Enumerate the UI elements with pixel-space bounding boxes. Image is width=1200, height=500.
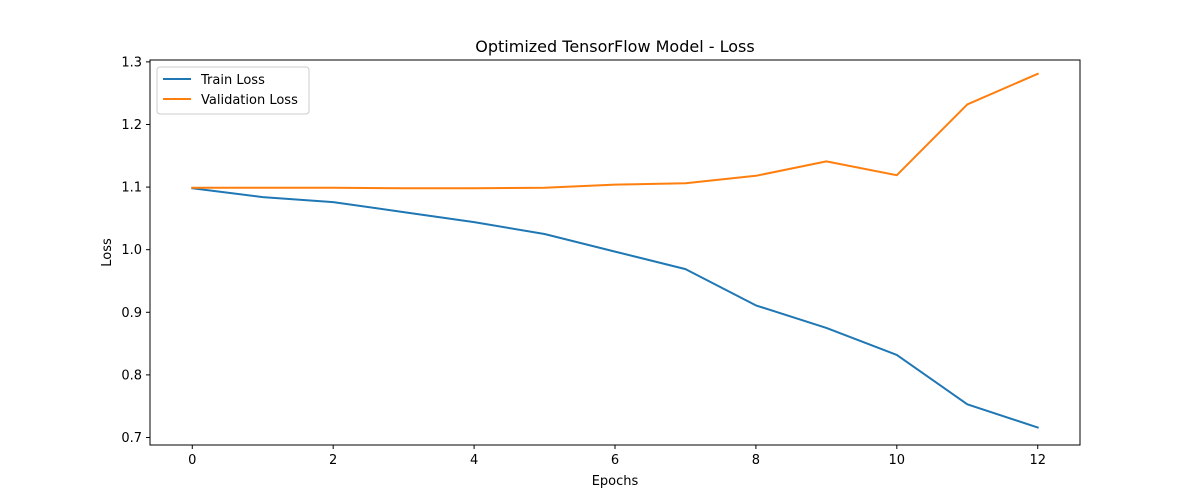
y-tick-label: 0.8 (121, 368, 142, 383)
x-tick-label: 8 (752, 453, 760, 468)
legend: Train Loss Validation Loss (156, 66, 310, 115)
x-axis-label: Epochs (592, 474, 639, 489)
series-layer (191, 72, 1040, 429)
series-line-train-loss (191, 187, 1039, 429)
legend-label-validation-loss: Validation Loss (201, 93, 298, 108)
x-tick-label: 6 (611, 453, 619, 468)
x-tick-label: 0 (188, 453, 196, 468)
chart-title: Optimized TensorFlow Model - Loss (475, 37, 754, 56)
x-tick-label: 4 (470, 453, 478, 468)
y-tick-label: 1.3 (121, 55, 142, 70)
x-tick-label: 10 (889, 453, 906, 468)
y-axis-label: Loss (100, 238, 115, 267)
x-tick-label: 2 (329, 453, 337, 468)
legend-label-train-loss: Train Loss (200, 73, 265, 88)
y-tick-label: 0.9 (121, 306, 142, 321)
y-tick-label: 1.2 (121, 118, 142, 133)
y-tick-label: 0.7 (121, 431, 142, 446)
y-axis-ticks: 0.7 0.8 0.9 1.0 1.1 1.2 1.3 (121, 55, 150, 446)
x-tick-label: 12 (1029, 453, 1046, 468)
plot-area-frame (149, 59, 1081, 446)
y-tick-label: 1.0 (121, 243, 142, 258)
y-tick-label: 1.1 (121, 181, 142, 196)
series-line-validation-loss (191, 72, 1040, 190)
legend-box (156, 66, 310, 115)
x-axis-ticks: 0 2 4 6 8 10 12 (188, 445, 1046, 468)
